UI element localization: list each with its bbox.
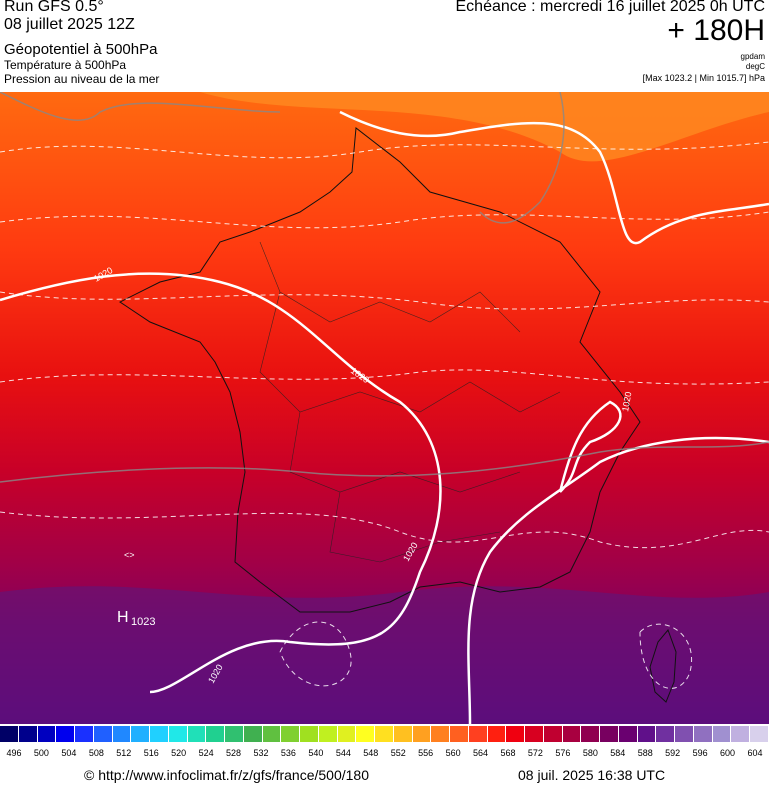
colorbar-swatch xyxy=(750,726,769,742)
colorbar-swatch xyxy=(562,726,582,742)
colorbar-tick-label: 584 xyxy=(610,748,626,758)
colorbar-swatch xyxy=(618,726,638,742)
high-pressure-value: 1023 xyxy=(131,616,155,628)
lead-time: + 180H xyxy=(667,14,765,47)
colorbar-swatch xyxy=(0,726,19,742)
colorbar-tick-label: 508 xyxy=(88,748,104,758)
echeance-label: Echéance : mercredi 16 juillet 2025 0h U… xyxy=(455,0,766,15)
colorbar-tick-label: 544 xyxy=(335,748,351,758)
colorbar-swatch xyxy=(712,726,732,742)
colorbar-swatch xyxy=(150,726,169,742)
colorbar-tick-label: 572 xyxy=(527,748,543,758)
weather-map[interactable]: 1020 1020 1020 1020 1020 H 1023 <> xyxy=(0,92,769,724)
isotherm-contours xyxy=(0,141,769,689)
colorbar-swatch xyxy=(468,726,488,742)
colorbar-tick-label: 512 xyxy=(116,748,132,758)
high-pressure-symbol: H xyxy=(117,609,129,626)
corsica xyxy=(649,629,677,703)
isobars xyxy=(0,110,769,724)
pressure-range: [Max 1023.2 | Min 1015.7] hPa xyxy=(642,73,765,83)
coastline xyxy=(119,127,641,613)
colorbar-swatch xyxy=(375,726,394,742)
run-title: Run GFS 0.5° xyxy=(4,0,104,15)
colorbar-tick-label: 540 xyxy=(308,748,324,758)
colorbar-swatch xyxy=(656,726,676,742)
colorbar-swatch xyxy=(637,726,657,742)
isobar-label: 1020 xyxy=(620,391,633,412)
colorbar-tick-label: 528 xyxy=(226,748,242,758)
layer-pressure: Pression au niveau de la mer xyxy=(4,72,160,86)
colorbar xyxy=(0,726,769,744)
colorbar-tick-label: 532 xyxy=(253,748,269,758)
colorbar-swatch xyxy=(225,726,244,742)
layer-geopotential: Géopotentiel à 500hPa xyxy=(4,41,158,58)
colorbar-tick-label: 524 xyxy=(198,748,214,758)
colorbar-tick-label: 580 xyxy=(582,748,598,758)
colorbar-swatch xyxy=(112,726,132,742)
geopotential-band-south xyxy=(0,586,769,724)
colorbar-swatch xyxy=(412,726,432,742)
colorbar-tick-label: 552 xyxy=(390,748,406,758)
colorbar-tick-label: 600 xyxy=(720,748,736,758)
colorbar-swatch xyxy=(187,726,207,742)
colorbar-swatch xyxy=(487,726,507,742)
layer-temperature: Température à 500hPa xyxy=(4,58,127,72)
colorbar-swatch xyxy=(525,726,544,742)
colorbar-swatch xyxy=(300,726,319,742)
colorbar-tick-label: 500 xyxy=(33,748,49,758)
colorbar-swatch xyxy=(693,726,713,742)
colorbar-swatch xyxy=(168,726,188,742)
colorbar-swatch xyxy=(581,726,601,742)
map-svg: 1020 1020 1020 1020 1020 H 1023 <> xyxy=(0,92,769,724)
unit-degc: degC xyxy=(745,62,765,71)
colorbar-swatch xyxy=(281,726,301,742)
colorbar-swatch xyxy=(506,726,526,742)
colorbar-swatch xyxy=(262,726,282,742)
run-date: 08 juillet 2025 12Z xyxy=(4,16,135,33)
pressure-gray-contours xyxy=(0,92,769,483)
generation-timestamp: 08 juil. 2025 16:38 UTC xyxy=(518,767,666,783)
colorbar-tick-label: 548 xyxy=(363,748,379,758)
colorbar-swatch xyxy=(600,726,619,742)
colorbar-swatch xyxy=(731,726,751,742)
colorbar-tick-label: 576 xyxy=(555,748,571,758)
geopotential-band-north xyxy=(200,92,769,162)
colorbar-tick-label: 568 xyxy=(500,748,516,758)
colorbar-swatch xyxy=(56,726,76,742)
colorbar-swatch xyxy=(393,726,413,742)
colorbar-swatch xyxy=(18,726,38,742)
colorbar-swatch xyxy=(243,726,263,742)
internal-borders xyxy=(259,241,561,563)
colorbar-swatch xyxy=(131,726,151,742)
colorbar-swatch xyxy=(37,726,57,742)
colorbar-swatch xyxy=(318,726,338,742)
colorbar-tick-label: 604 xyxy=(747,748,763,758)
low-marker: <> xyxy=(124,550,135,560)
colorbar-swatch xyxy=(543,726,563,742)
colorbar-tick-label: 504 xyxy=(61,748,77,758)
colorbar-tick-label: 516 xyxy=(143,748,159,758)
colorbar-swatch xyxy=(675,726,694,742)
colorbar-ticks: 496 500 504 508 512 516 520 524 528 532 536 540 544 5… xyxy=(0,748,769,762)
colorbar-tick-label: 592 xyxy=(665,748,681,758)
colorbar-swatch xyxy=(431,726,451,742)
colorbar-swatch xyxy=(356,726,376,742)
colorbar-swatch xyxy=(75,726,94,742)
colorbar-swatch xyxy=(206,726,226,742)
colorbar-tick-label: 564 xyxy=(473,748,489,758)
colorbar-tick-label: 520 xyxy=(171,748,187,758)
colorbar-tick-label: 560 xyxy=(445,748,461,758)
colorbar-tick-label: 496 xyxy=(6,748,22,758)
colorbar-swatch xyxy=(450,726,469,742)
colorbar-tick-label: 556 xyxy=(418,748,434,758)
colorbar-swatch xyxy=(337,726,357,742)
colorbar-swatch xyxy=(93,726,113,742)
colorbar-tick-label: 536 xyxy=(280,748,296,758)
source-url[interactable]: © http://www.infoclimat.fr/z/gfs/france/… xyxy=(84,767,369,783)
unit-gpdam: gpdam xyxy=(740,52,765,61)
colorbar-tick-label: 588 xyxy=(637,748,653,758)
colorbar-tick-label: 596 xyxy=(692,748,708,758)
